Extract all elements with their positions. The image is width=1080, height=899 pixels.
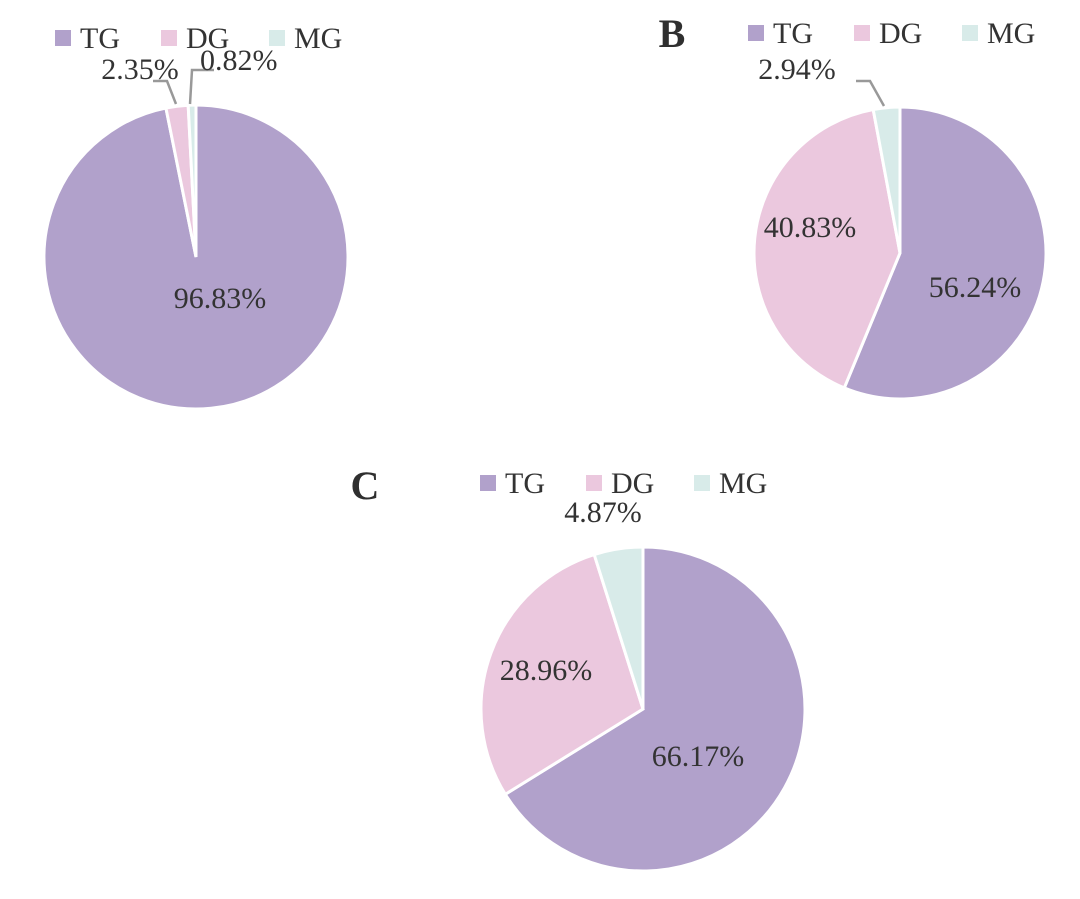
data-label-dg: 2.35% [101,53,179,86]
pie-chart-b: B TG DG MG 56.24% 40.83% 2.94% [659,11,1048,401]
panel-label-b: B [659,11,686,56]
legend-swatch-mg [962,25,978,41]
pie-chart-a: TG DG MG 96.83% 2.35% 0.82% [42,22,350,411]
pie-chart-c: C TG DG MG 66.17% 28.96% 4.87% [351,463,807,873]
leader-line-mg [188,68,214,105]
data-label-mg: 4.87% [564,496,642,529]
leader-line-mg [856,79,886,107]
legend-label-tg: TG [505,467,545,500]
legend-swatch-mg [269,30,285,46]
legend-swatch-dg [161,30,177,46]
data-label-dg: 40.83% [764,211,857,244]
leader-line-dg [153,79,178,105]
slice-dg [752,107,902,390]
legend-label-mg: MG [294,22,342,55]
legend-label-tg: TG [773,17,813,50]
slice-tg [503,545,807,873]
legend-label-dg: DG [879,17,922,50]
data-label-mg: 2.94% [758,53,836,86]
legend-label-dg: DG [611,467,654,500]
slice-tg [842,105,1048,401]
legend-swatch-tg [55,30,71,46]
panel-label-c: C [351,463,380,508]
legend-label-mg: MG [719,467,767,500]
legend-swatch-dg [586,475,602,491]
legend-swatch-mg [694,475,710,491]
legend: TG DG MG [748,17,1035,50]
slice-mg [186,103,198,258]
slice-mg [592,545,645,710]
slice-mg [871,105,902,254]
slice-dg [479,552,645,797]
data-label-tg: 66.17% [652,740,745,773]
legend: TG DG MG [55,22,342,55]
legend-label-dg: DG [186,22,229,55]
legend-swatch-tg [748,25,764,41]
data-label-mg: 0.82% [200,44,278,77]
legend: TG DG MG [480,467,767,500]
legend-swatch-dg [854,25,870,41]
legend-label-mg: MG [987,17,1035,50]
data-label-tg: 56.24% [929,271,1022,304]
data-label-dg: 28.96% [500,654,593,687]
legend-swatch-tg [480,475,496,491]
legend-label-tg: TG [80,22,120,55]
data-label-tg: 96.83% [174,282,267,315]
